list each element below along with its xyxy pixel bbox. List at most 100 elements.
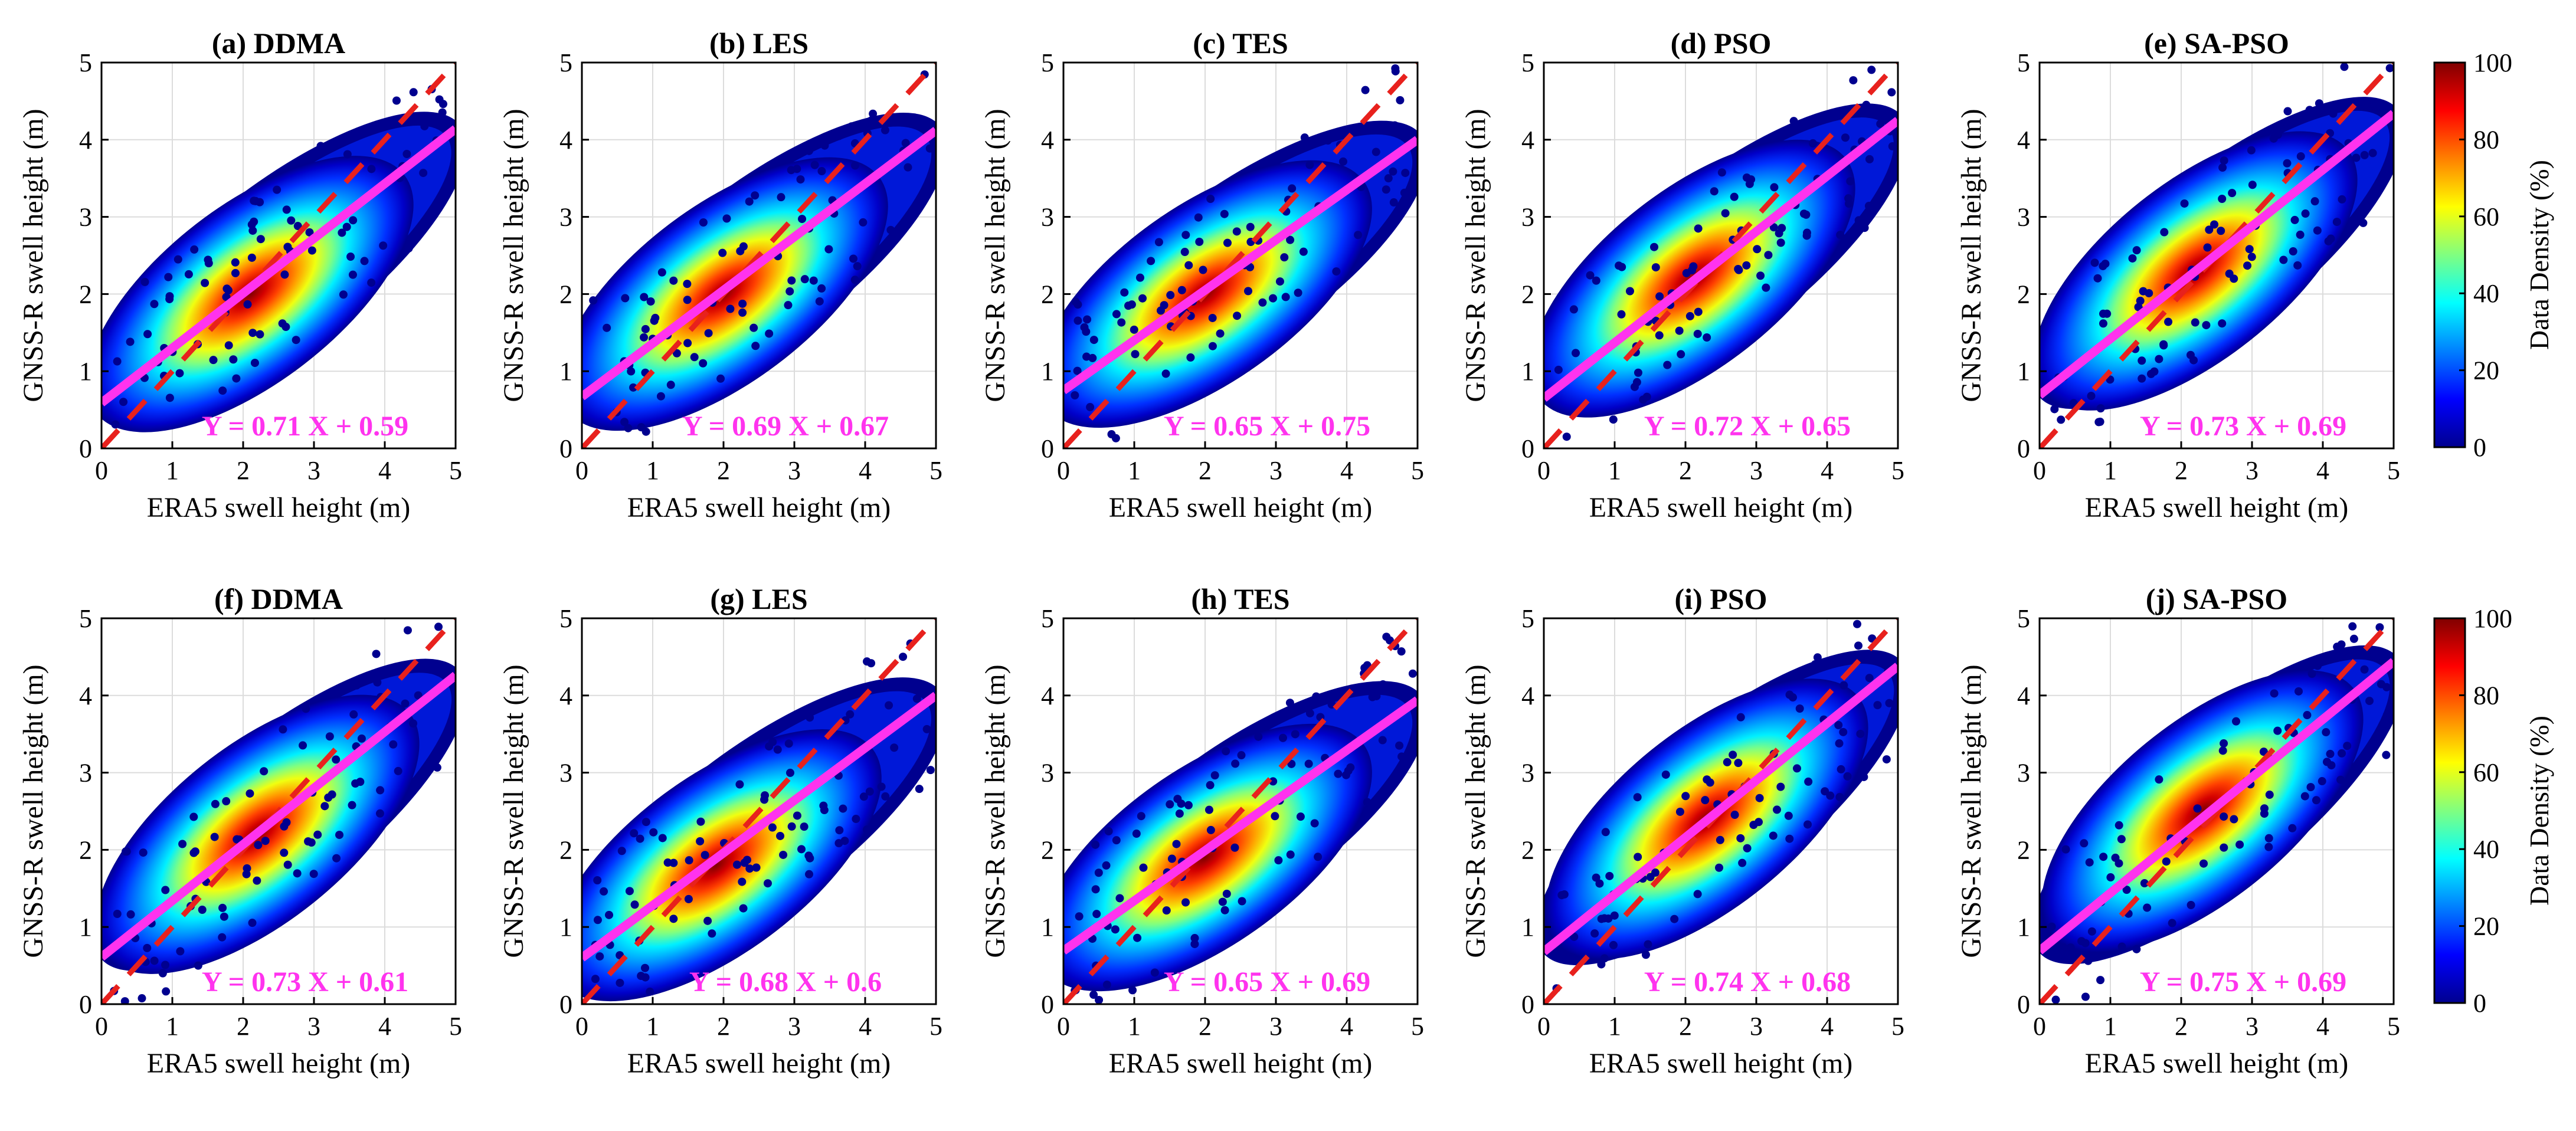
scatter-point	[165, 394, 174, 402]
scatter-point	[699, 359, 708, 368]
scatter-point	[1184, 801, 1193, 809]
scatter-point	[1837, 765, 1845, 773]
colorbar-tick-label: 60	[2473, 202, 2499, 231]
reference-line-1to1	[582, 618, 936, 1004]
scatter-point	[1769, 831, 1778, 840]
scatter-point	[1745, 179, 1754, 188]
fit-equation: Y = 0.73 X + 0.69	[2140, 411, 2346, 442]
scatter-point	[360, 257, 369, 265]
scatter-point	[260, 767, 269, 776]
panel-h: 0 1 2 3 4 5 0 1 2 3 4 5 (h) TES ERA5 swell height (m)…	[980, 582, 1424, 1079]
scatter-point	[1753, 245, 1762, 254]
scatter-point	[292, 336, 300, 345]
scatter-point	[901, 139, 910, 147]
y-tick-label: 2	[1521, 835, 1534, 864]
scatter-point	[1843, 772, 1852, 781]
scatter-point	[1206, 825, 1215, 834]
scatter-point	[2382, 683, 2391, 691]
scatter-point	[1254, 732, 1263, 741]
scatter-point	[1223, 238, 1232, 247]
panel-d: 0 1 2 3 4 5 0 1 2 3 4 5 (d) PSO ERA5 swell height (m)…	[1460, 27, 1904, 523]
scatter-point	[165, 294, 174, 303]
scatter-point	[2217, 227, 2225, 235]
scatter-point	[1298, 140, 1307, 149]
y-tick-label: 2	[1041, 280, 1054, 309]
scatter-point	[2218, 319, 2227, 328]
y-tick-label: 3	[2017, 203, 2030, 232]
scatter-point	[1278, 733, 1287, 742]
scatter-point	[2225, 269, 2234, 278]
scatter-point	[2099, 309, 2107, 318]
scatter-point	[176, 947, 185, 956]
scatter-point	[732, 860, 741, 869]
scatter-point	[1873, 701, 1882, 710]
scatter-point	[1729, 750, 1737, 759]
scatter-point	[373, 678, 382, 687]
scatter-point	[669, 914, 678, 923]
scatter-point	[420, 122, 429, 130]
y-axis-label: GNSS-R swell height (m)	[1460, 109, 1491, 402]
scatter-point	[696, 817, 705, 826]
scatter-point	[372, 650, 381, 658]
scatter-point	[1210, 771, 1219, 780]
scatter-point	[1651, 263, 1660, 272]
scatter-point	[279, 725, 287, 734]
scatter-point	[867, 659, 876, 668]
scatter-point	[248, 919, 257, 927]
scatter-point	[1194, 213, 1203, 222]
scatter-point	[190, 245, 199, 254]
scatter-point	[164, 273, 173, 281]
scatter-point	[1681, 792, 1690, 801]
regression-fit-line	[582, 127, 936, 401]
scatter-point	[890, 743, 899, 752]
scatter-point	[357, 734, 366, 743]
scatter-point	[853, 262, 862, 271]
scatter-point	[1703, 775, 1711, 784]
x-tick-label: 2	[1679, 456, 1692, 485]
scatter-point	[1634, 853, 1642, 861]
scatter-point	[1764, 251, 1773, 260]
scatter-point	[1082, 352, 1091, 361]
scatter-point	[2061, 845, 2070, 854]
scatter-point	[1408, 669, 1417, 678]
scatter-point	[787, 166, 796, 175]
fit-equation: Y = 0.74 X + 0.68	[1644, 966, 1851, 998]
scatter-point	[1835, 792, 1844, 801]
y-tick-label: 3	[559, 203, 572, 232]
scatter-point	[2265, 791, 2274, 799]
y-axis-label: GNSS-R swell height (m)	[1956, 664, 1987, 958]
scatter-point	[201, 278, 210, 287]
scatter-point	[2081, 939, 2090, 948]
scatter-point	[282, 323, 290, 332]
scatter-point	[738, 308, 747, 317]
scatter-point	[739, 904, 748, 913]
scatter-point	[1120, 288, 1129, 297]
scatter-point	[1286, 235, 1295, 244]
scatter-point	[189, 848, 198, 857]
scatter-point	[1102, 981, 1111, 989]
scatter-point	[810, 160, 819, 169]
scatter-point	[218, 933, 227, 942]
y-tick-label: 1	[1521, 357, 1534, 386]
scatter-point	[2382, 711, 2391, 720]
scatter-point	[2132, 945, 2141, 953]
scatter-point	[2264, 842, 2273, 851]
scatter-point	[2367, 648, 2376, 657]
scatter-point	[1762, 283, 1770, 292]
scatter-point	[1846, 177, 1855, 186]
x-tick-label: 4	[1340, 1012, 1353, 1041]
panel-f: 0 1 2 3 4 5 0 1 2 3 4 5 (f) DDMA ERA5 swell height (m…	[18, 582, 462, 1079]
scatter-point	[1208, 342, 1217, 350]
scatter-point	[293, 869, 302, 878]
scatter-point	[1231, 759, 1240, 768]
x-tick-label: 3	[1269, 1012, 1282, 1041]
scatter-point	[1562, 953, 1570, 962]
scatter-point	[1131, 350, 1140, 359]
panel-j: 0 1 2 3 4 5 0 1 2 3 4 5 (j) SA-PSO ERA5 swell height …	[1956, 582, 2400, 1079]
scatter-point	[231, 268, 240, 277]
scatter-point	[394, 766, 402, 775]
scatter-point	[683, 339, 692, 348]
scatter-point	[2146, 369, 2155, 378]
scatter-point	[1743, 844, 1752, 853]
scatter-point	[820, 141, 829, 150]
